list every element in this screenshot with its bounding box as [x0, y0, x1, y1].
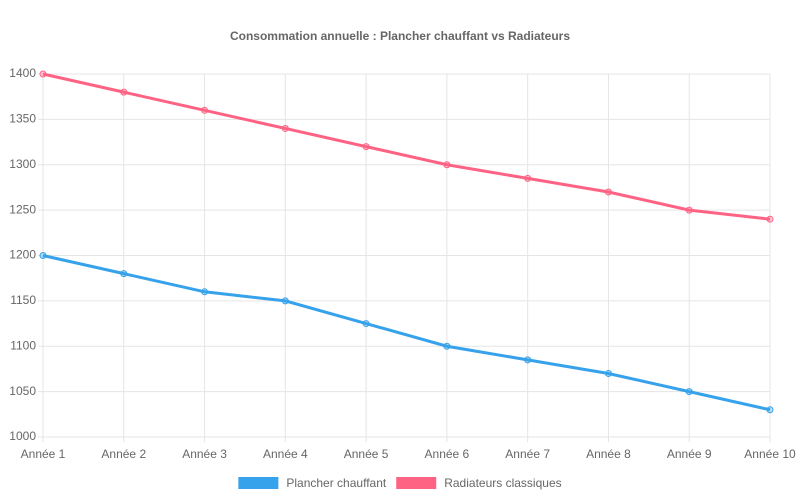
y-tick-label: 1100 — [10, 338, 36, 352]
data-point — [281, 124, 289, 132]
x-tick-label: Année 3 — [182, 447, 227, 461]
data-point — [604, 188, 612, 196]
y-tick-label: 1000 — [9, 429, 36, 443]
data-point — [766, 406, 774, 414]
data-point — [685, 388, 693, 396]
series-line — [42, 254, 771, 412]
data-point — [604, 369, 612, 377]
y-tick-label: 1200 — [9, 248, 36, 262]
y-tick-label: 1300 — [9, 157, 36, 171]
data-point — [443, 161, 451, 169]
data-point — [39, 252, 47, 259]
data-point — [685, 206, 693, 214]
x-tick-label: Année 10 — [744, 447, 796, 461]
x-tick-label: Année 9 — [667, 447, 712, 461]
chart-title: Consommation annuelle : Plancher chauffa… — [230, 29, 570, 43]
data-point — [201, 288, 209, 296]
data-point — [281, 297, 289, 305]
data-point — [120, 88, 128, 96]
data-point — [120, 270, 128, 278]
data-point — [39, 70, 47, 78]
series-line — [42, 72, 771, 221]
legend-label: Plancher chauffant — [286, 476, 387, 490]
x-tick-label: Année 2 — [101, 447, 146, 461]
data-point — [201, 106, 209, 114]
x-tick-label: Année 8 — [586, 447, 631, 461]
y-tick-label: 1150 — [10, 293, 36, 307]
data-point — [524, 174, 532, 182]
legend-swatch — [238, 477, 279, 489]
data-point — [362, 320, 370, 328]
data-point — [766, 215, 774, 223]
x-tick-label: Année 7 — [505, 447, 550, 461]
data-point — [362, 143, 370, 151]
data-point — [443, 342, 451, 350]
y-tick-label: 1350 — [9, 112, 36, 126]
x-tick-label: Année 5 — [344, 447, 389, 461]
data-point — [524, 356, 532, 364]
y-tick-label: 1250 — [9, 202, 36, 216]
x-tick-label: Année 4 — [263, 447, 308, 461]
legend-label: Radiateurs classiques — [444, 476, 561, 490]
y-tick-label: 1400 — [9, 66, 36, 80]
x-tick-label: Année 1 — [21, 447, 66, 461]
y-tick-label: 1050 — [9, 384, 36, 398]
x-tick-label: Année 6 — [425, 447, 470, 461]
legend-swatch — [396, 477, 437, 489]
